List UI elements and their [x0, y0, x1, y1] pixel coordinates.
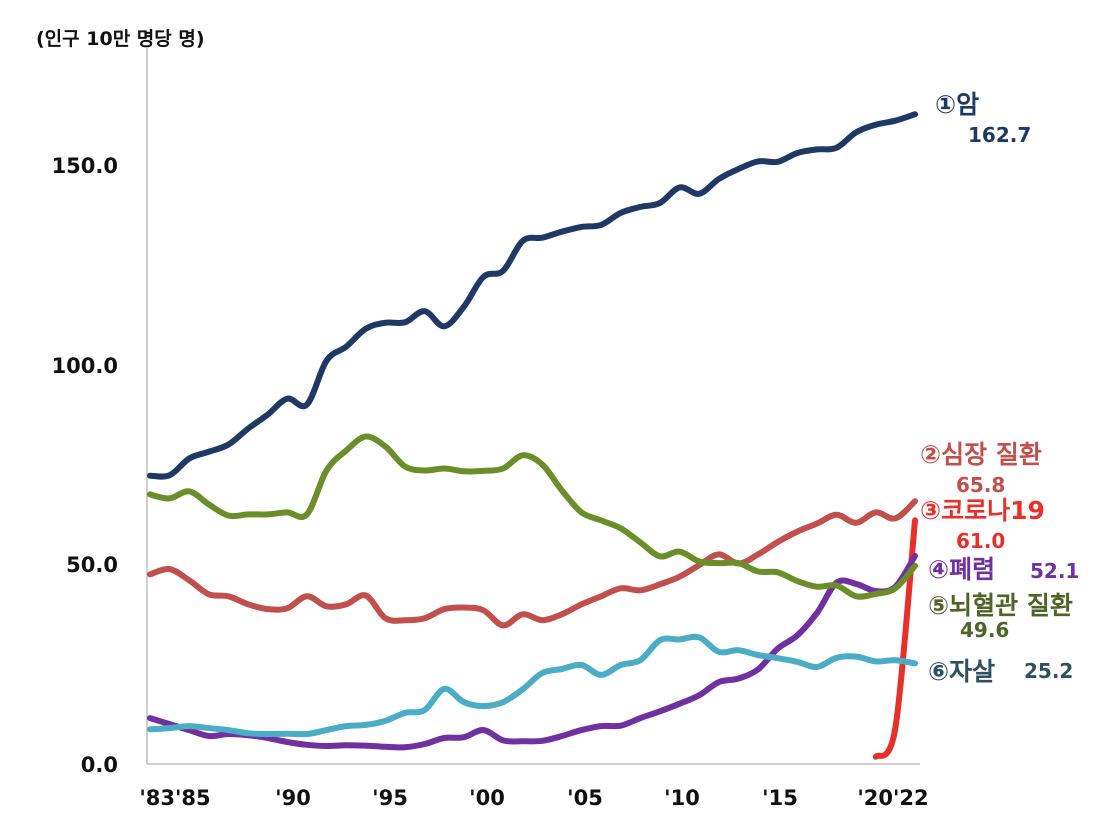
x-tick-label-10: '10: [664, 786, 700, 810]
series-line-cancer: [147, 111, 918, 480]
x-tick-label-83-85: '83'85: [139, 786, 210, 810]
series-label-cancer: ①암: [935, 90, 979, 119]
x-tick-label-20-22: '20'22: [857, 786, 928, 810]
value-label-cerebrovascular: 49.6: [960, 618, 1009, 642]
series-label-suicide: ⑥자살: [928, 657, 995, 686]
x-tick-label-00: '00: [469, 786, 505, 810]
series-line-heart-disease: [147, 498, 918, 629]
series-label-pneumonia: ④폐렴: [928, 555, 995, 584]
y-tick-label-150: 150.0: [52, 154, 118, 178]
x-tick-label-95: '95: [372, 786, 408, 810]
series-label-heart-disease: ②심장 질환: [920, 440, 1042, 469]
series-label-covid19: ③코로나19: [920, 496, 1045, 525]
value-label-pneumonia: 52.1: [1030, 559, 1079, 583]
x-tick-label-90: '90: [275, 786, 311, 810]
value-label-suicide: 25.2: [1024, 659, 1073, 683]
y-tick-label-0: 0.0: [81, 753, 118, 777]
series-line-cerebrovascular: [147, 433, 918, 600]
y-axis-unit-label: (인구 10만 명당 명): [36, 28, 205, 50]
series-line-covid19: [872, 517, 918, 760]
y-tick-label-50: 50.0: [66, 553, 118, 577]
value-label-heart-disease: 65.8: [956, 473, 1005, 497]
series-lines: [147, 111, 918, 760]
x-tick-label-05: '05: [567, 786, 603, 810]
series-line-pneumonia: [147, 552, 918, 751]
value-label-covid19: 61.0: [956, 529, 1005, 553]
series-line-suicide: [147, 633, 918, 738]
y-tick-label-100: 100.0: [52, 354, 118, 378]
value-label-cancer: 162.7: [968, 123, 1031, 147]
series-label-cerebrovascular: ⑤뇌혈관 질환: [928, 591, 1073, 620]
x-tick-label-15: '15: [762, 786, 798, 810]
